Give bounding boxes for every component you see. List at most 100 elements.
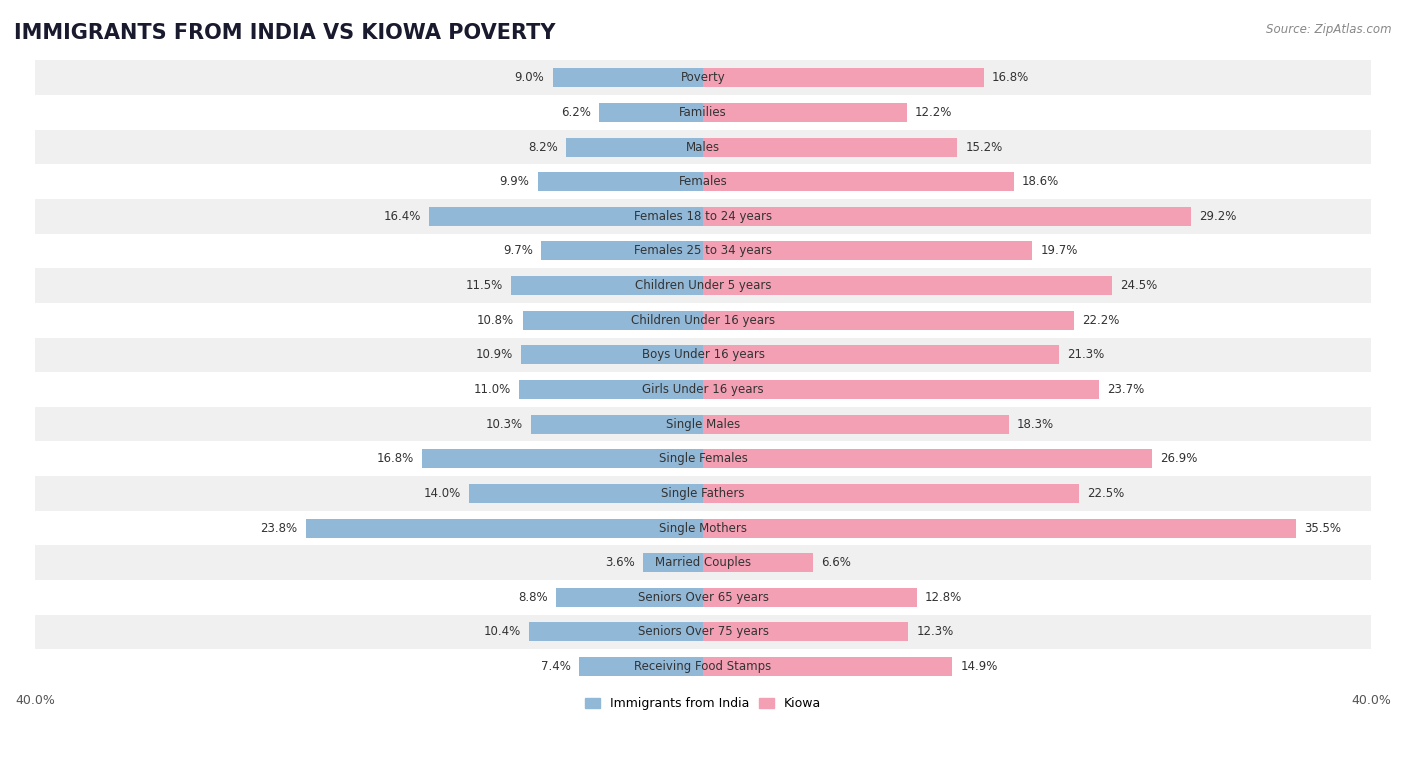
Text: 16.4%: 16.4% <box>384 210 420 223</box>
Bar <box>537 172 703 191</box>
Bar <box>35 511 1371 545</box>
Text: 7.4%: 7.4% <box>541 660 571 673</box>
Text: 19.7%: 19.7% <box>1040 245 1078 258</box>
Bar <box>703 68 984 87</box>
Text: 9.0%: 9.0% <box>515 71 544 84</box>
Bar <box>35 545 1371 580</box>
Bar <box>429 207 703 226</box>
Text: 16.8%: 16.8% <box>377 453 413 465</box>
Bar <box>35 615 1371 650</box>
Text: 6.6%: 6.6% <box>821 556 852 569</box>
Bar <box>35 199 1371 233</box>
Text: 22.5%: 22.5% <box>1087 487 1125 500</box>
Text: 11.5%: 11.5% <box>465 279 502 292</box>
Text: Single Males: Single Males <box>666 418 740 431</box>
Bar <box>35 95 1371 130</box>
Bar <box>567 137 703 157</box>
Text: Married Couples: Married Couples <box>655 556 751 569</box>
Text: 12.3%: 12.3% <box>917 625 955 638</box>
Bar <box>523 311 703 330</box>
Text: 3.6%: 3.6% <box>605 556 634 569</box>
Bar <box>703 587 917 607</box>
Bar <box>35 580 1371 615</box>
Bar <box>470 484 703 503</box>
Bar <box>643 553 703 572</box>
Bar <box>35 61 1371 95</box>
Bar <box>703 276 1112 295</box>
Bar <box>305 518 703 537</box>
Text: Single Females: Single Females <box>658 453 748 465</box>
Bar <box>703 415 1008 434</box>
Text: 12.2%: 12.2% <box>915 106 952 119</box>
Text: Seniors Over 75 years: Seniors Over 75 years <box>637 625 769 638</box>
Bar <box>35 337 1371 372</box>
Bar <box>703 657 952 676</box>
Bar <box>703 380 1099 399</box>
Bar <box>529 622 703 641</box>
Text: Receiving Food Stamps: Receiving Food Stamps <box>634 660 772 673</box>
Bar <box>35 407 1371 441</box>
Bar <box>35 372 1371 407</box>
Text: 29.2%: 29.2% <box>1199 210 1236 223</box>
Text: 35.5%: 35.5% <box>1305 522 1341 534</box>
Text: Girls Under 16 years: Girls Under 16 years <box>643 383 763 396</box>
Bar <box>519 380 703 399</box>
Text: 18.3%: 18.3% <box>1017 418 1054 431</box>
Text: 23.7%: 23.7% <box>1107 383 1144 396</box>
Text: Females: Females <box>679 175 727 188</box>
Text: Single Fathers: Single Fathers <box>661 487 745 500</box>
Bar <box>703 622 908 641</box>
Bar <box>703 207 1191 226</box>
Text: 10.9%: 10.9% <box>475 349 513 362</box>
Text: 22.2%: 22.2% <box>1083 314 1119 327</box>
Text: IMMIGRANTS FROM INDIA VS KIOWA POVERTY: IMMIGRANTS FROM INDIA VS KIOWA POVERTY <box>14 23 555 42</box>
Text: Males: Males <box>686 140 720 154</box>
Text: 11.0%: 11.0% <box>474 383 510 396</box>
Text: 23.8%: 23.8% <box>260 522 297 534</box>
Bar <box>35 233 1371 268</box>
Text: 9.9%: 9.9% <box>499 175 529 188</box>
Text: 14.0%: 14.0% <box>423 487 461 500</box>
Text: 10.3%: 10.3% <box>485 418 523 431</box>
Bar <box>522 346 703 365</box>
Text: 26.9%: 26.9% <box>1160 453 1198 465</box>
Bar <box>35 164 1371 199</box>
Text: Seniors Over 65 years: Seniors Over 65 years <box>637 590 769 604</box>
Legend: Immigrants from India, Kiowa: Immigrants from India, Kiowa <box>579 692 827 715</box>
Text: 10.8%: 10.8% <box>477 314 515 327</box>
Bar <box>422 449 703 468</box>
Bar <box>541 242 703 261</box>
Bar <box>703 518 1296 537</box>
Text: Single Mothers: Single Mothers <box>659 522 747 534</box>
Text: 18.6%: 18.6% <box>1022 175 1059 188</box>
Bar <box>703 449 1153 468</box>
Text: 9.7%: 9.7% <box>503 245 533 258</box>
Text: Boys Under 16 years: Boys Under 16 years <box>641 349 765 362</box>
Text: 6.2%: 6.2% <box>561 106 591 119</box>
Bar <box>703 172 1014 191</box>
Text: 15.2%: 15.2% <box>965 140 1002 154</box>
Bar <box>35 268 1371 303</box>
Bar <box>555 587 703 607</box>
Text: Source: ZipAtlas.com: Source: ZipAtlas.com <box>1267 23 1392 36</box>
Bar <box>703 484 1078 503</box>
Bar <box>579 657 703 676</box>
Text: 8.2%: 8.2% <box>527 140 558 154</box>
Bar <box>703 311 1074 330</box>
Bar <box>35 650 1371 684</box>
Bar <box>553 68 703 87</box>
Text: 16.8%: 16.8% <box>993 71 1029 84</box>
Bar <box>703 553 813 572</box>
Text: 21.3%: 21.3% <box>1067 349 1104 362</box>
Text: 14.9%: 14.9% <box>960 660 998 673</box>
Bar <box>703 242 1032 261</box>
Text: Females 25 to 34 years: Females 25 to 34 years <box>634 245 772 258</box>
Text: Families: Families <box>679 106 727 119</box>
Bar <box>35 130 1371 164</box>
Bar <box>35 441 1371 476</box>
Text: 10.4%: 10.4% <box>484 625 522 638</box>
Bar <box>510 276 703 295</box>
Text: Children Under 5 years: Children Under 5 years <box>634 279 772 292</box>
Text: Females 18 to 24 years: Females 18 to 24 years <box>634 210 772 223</box>
Text: Children Under 16 years: Children Under 16 years <box>631 314 775 327</box>
